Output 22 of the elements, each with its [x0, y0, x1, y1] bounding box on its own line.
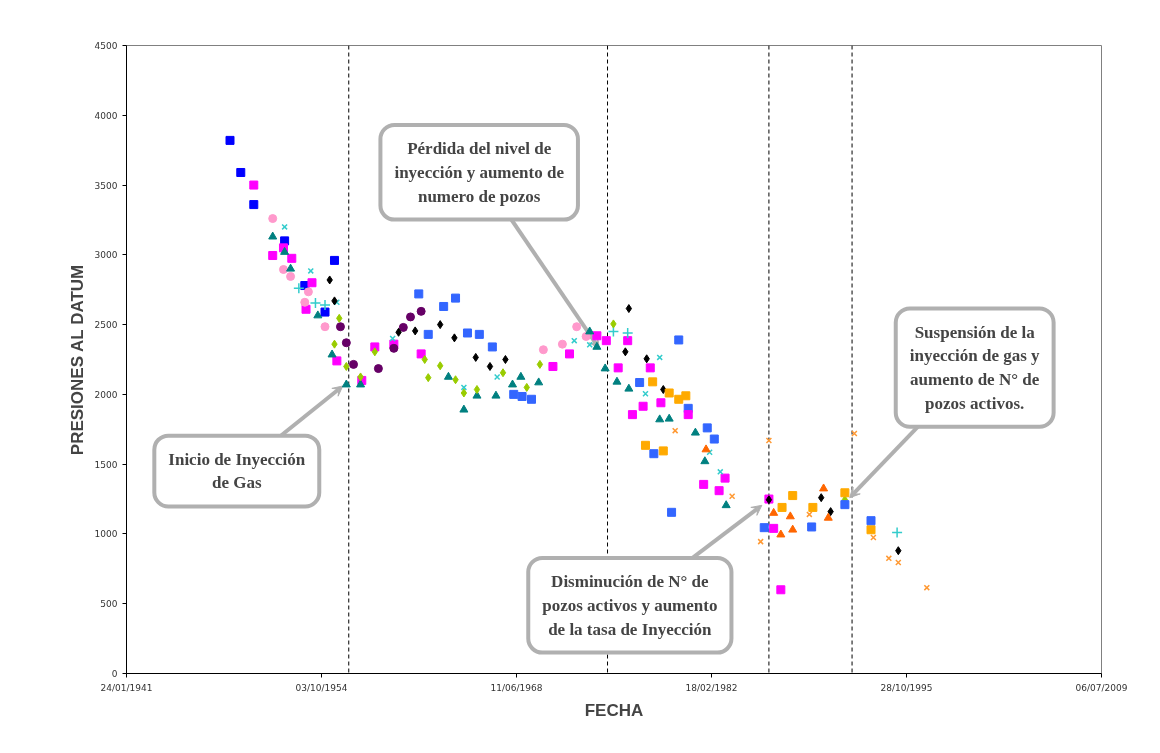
y-tick-label: 3500	[94, 180, 118, 191]
x-tick-label: 06/07/2009	[1075, 682, 1128, 693]
y-tick-label: 1000	[94, 529, 118, 540]
y-tick-label: 0	[111, 669, 118, 679]
y-tick-label: 4500	[94, 41, 118, 51]
y-tick-label: 3000	[94, 250, 118, 261]
y-tick-label: 2500	[94, 320, 118, 331]
y-tick-label: 2000	[94, 389, 118, 400]
annotation: Inicio de Inyección de Gas	[168, 449, 306, 493]
annotation: Pérdida del nivel de inyección y aumento de numero de pozos	[394, 139, 565, 206]
x-tick-label: 18/02/1982	[685, 682, 738, 693]
x-tick-label: 11/06/1968	[490, 682, 543, 693]
x-axis-title: FECHA	[584, 700, 644, 720]
annotation: Suspensión de la inyección de gas y aumento de N° de pozos activos.	[909, 322, 1041, 413]
y-tick-label: 500	[100, 599, 118, 610]
x-tick-label: 24/01/1941	[100, 682, 153, 693]
x-tick-label: 03/10/1954	[295, 682, 348, 693]
y-tick-label: 1500	[94, 459, 118, 470]
y-axis-title: PRESIONES AL DATUM	[67, 264, 87, 456]
y-tick-label: 4000	[94, 110, 118, 121]
annotation: Disminución de N° de pozos activos y aumento de la tasa de Inyección	[542, 572, 718, 639]
x-tick-label: 28/10/1995	[880, 682, 933, 693]
